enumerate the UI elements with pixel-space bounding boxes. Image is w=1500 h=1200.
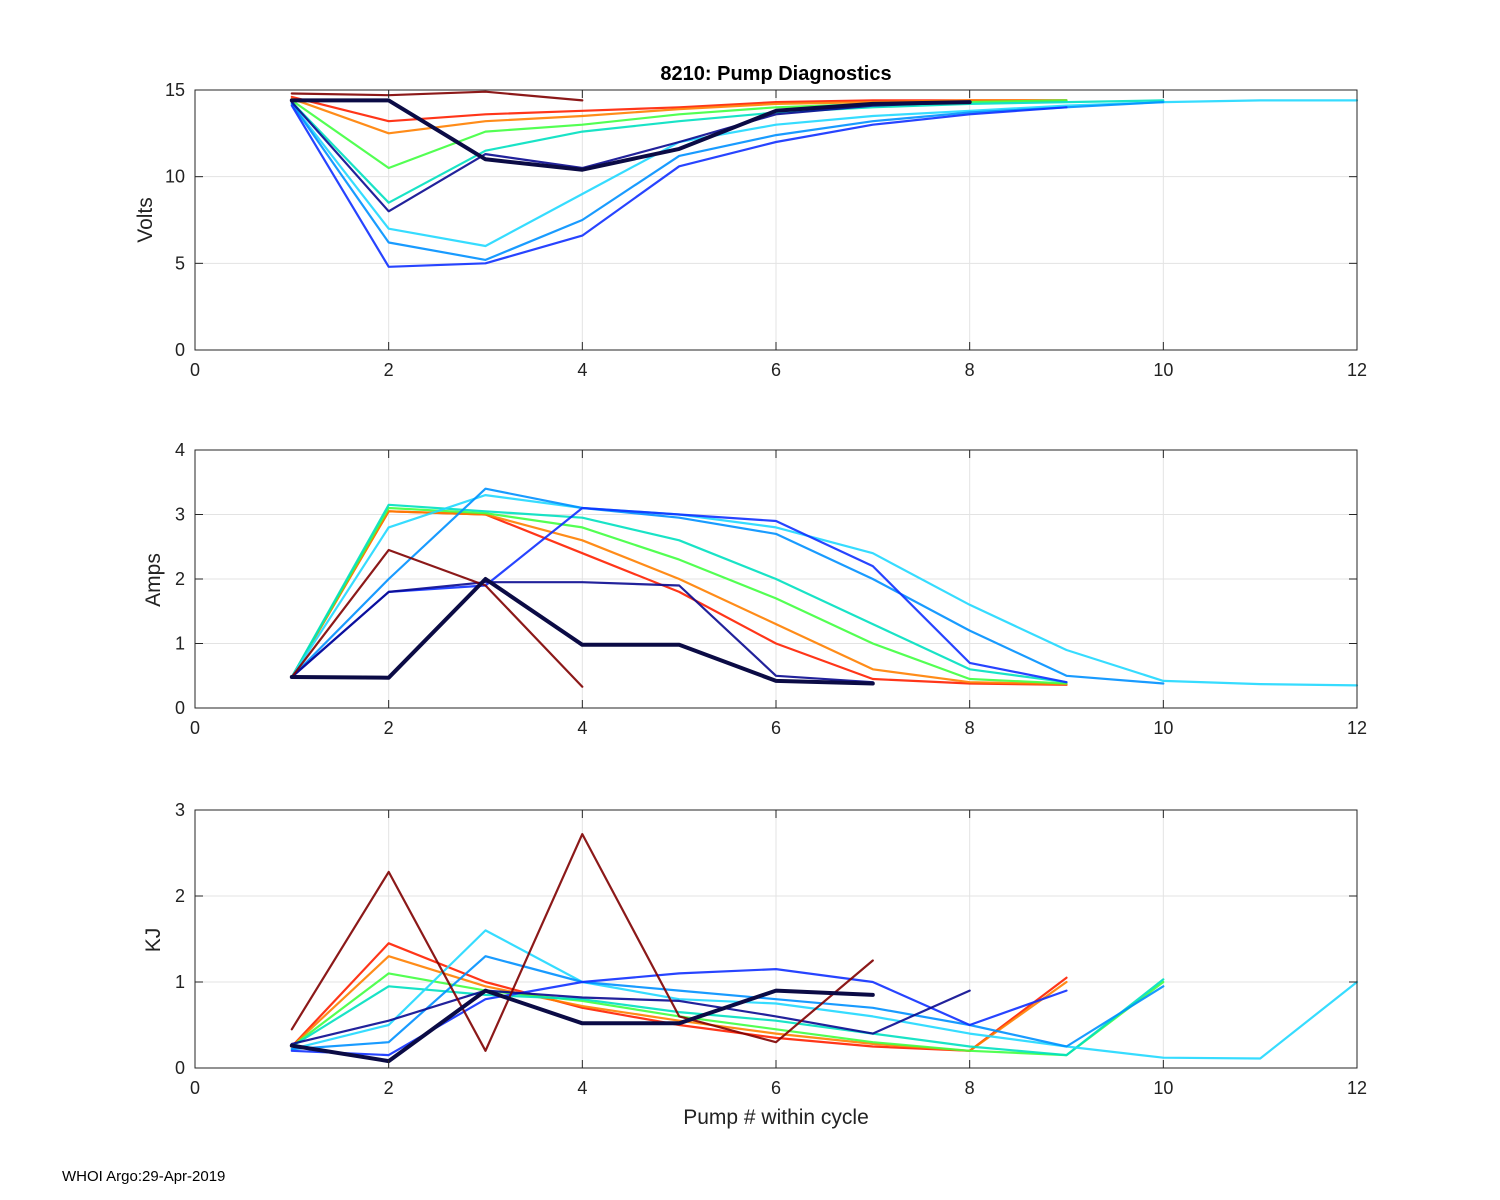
x-tick-label: 0 <box>190 718 200 738</box>
series-line-cycle-group-teal <box>290 978 1165 1057</box>
series-line-cycle-group-darkred <box>290 90 584 102</box>
series-line-cycle-group-orange <box>290 955 1068 1052</box>
y-tick-label: 2 <box>175 886 185 906</box>
y-axis-label: Amps <box>142 553 165 607</box>
series-line-latest-cycle <box>289 577 875 686</box>
series-line-cycle-group-green <box>290 972 1165 1057</box>
y-tick-label: 3 <box>175 505 185 525</box>
y-tick-label: 0 <box>175 340 185 360</box>
y-tick-label: 5 <box>175 253 185 273</box>
chart-title: 8210: Pump Diagnostics <box>660 63 891 85</box>
y-tick-label: 15 <box>165 80 185 100</box>
x-tick-label: 6 <box>771 718 781 738</box>
x-tick-label: 0 <box>190 1078 200 1098</box>
footer-stamp: WHOI Argo:29-Apr-2019 <box>62 1168 226 1185</box>
series-line-cycle-group-red <box>290 942 1068 1052</box>
series-line-cycle-group-cyan <box>290 494 1359 687</box>
x-tick-label: 2 <box>384 718 394 738</box>
x-tick-label: 12 <box>1347 360 1367 380</box>
x-tick-label: 10 <box>1153 718 1173 738</box>
series-line-cycle-group-green <box>290 506 1068 685</box>
y-tick-label: 2 <box>175 569 185 589</box>
series-line-cycle-group-darkred <box>290 548 584 688</box>
x-tick-label: 4 <box>577 360 587 380</box>
series-line-cycle-group-cyan <box>290 929 1359 1060</box>
y-tick-label: 1 <box>175 634 185 654</box>
x-axis-label: Pump # within cycle <box>683 1106 869 1129</box>
series-line-cycle-group-lightblue <box>290 955 1165 1051</box>
series-line-cycle-group-darkred <box>290 832 874 1052</box>
y-tick-label: 1 <box>175 972 185 992</box>
x-tick-label: 10 <box>1153 1078 1173 1098</box>
x-tick-label: 4 <box>577 718 587 738</box>
x-tick-label: 0 <box>190 360 200 380</box>
y-tick-label: 4 <box>175 440 185 460</box>
y-tick-label: 3 <box>175 800 185 820</box>
series-line-latest-cycle <box>289 98 972 172</box>
x-tick-label: 12 <box>1347 718 1367 738</box>
x-tick-label: 2 <box>384 1078 394 1098</box>
y-axis-label: KJ <box>142 928 165 953</box>
x-tick-label: 8 <box>965 360 975 380</box>
y-tick-label: 0 <box>175 698 185 718</box>
y-tick-label: 0 <box>175 1058 185 1078</box>
y-axis-label: Volts <box>134 197 157 243</box>
series-line-cycle-group-lightblue <box>290 100 1165 261</box>
series-line-cycle-group-teal <box>290 99 1165 204</box>
x-tick-label: 6 <box>771 1078 781 1098</box>
volts-panel: 0 2 4 6 8 10 12 0 5 10 15 Volts <box>134 80 1367 380</box>
series-line-cycle-group-lightblue <box>290 487 1165 685</box>
series-line-cycle-group-navy <box>290 581 874 684</box>
x-tick-label: 8 <box>965 1078 975 1098</box>
y-tick-label: 10 <box>165 167 185 187</box>
x-tick-label: 12 <box>1347 1078 1367 1098</box>
x-tick-label: 6 <box>771 360 781 380</box>
x-tick-label: 2 <box>384 360 394 380</box>
series-line-cycle-group-blue <box>290 104 1068 268</box>
series-line-cycle-group-navy <box>290 989 971 1046</box>
x-tick-label: 4 <box>577 1078 587 1098</box>
x-tick-label: 8 <box>965 718 975 738</box>
x-tick-label: 10 <box>1153 360 1173 380</box>
series-line-cycle-group-teal <box>290 503 1068 684</box>
series-line-cycle-group-orange <box>290 510 1068 686</box>
series-line-cycle-group-cyan <box>290 99 1359 248</box>
